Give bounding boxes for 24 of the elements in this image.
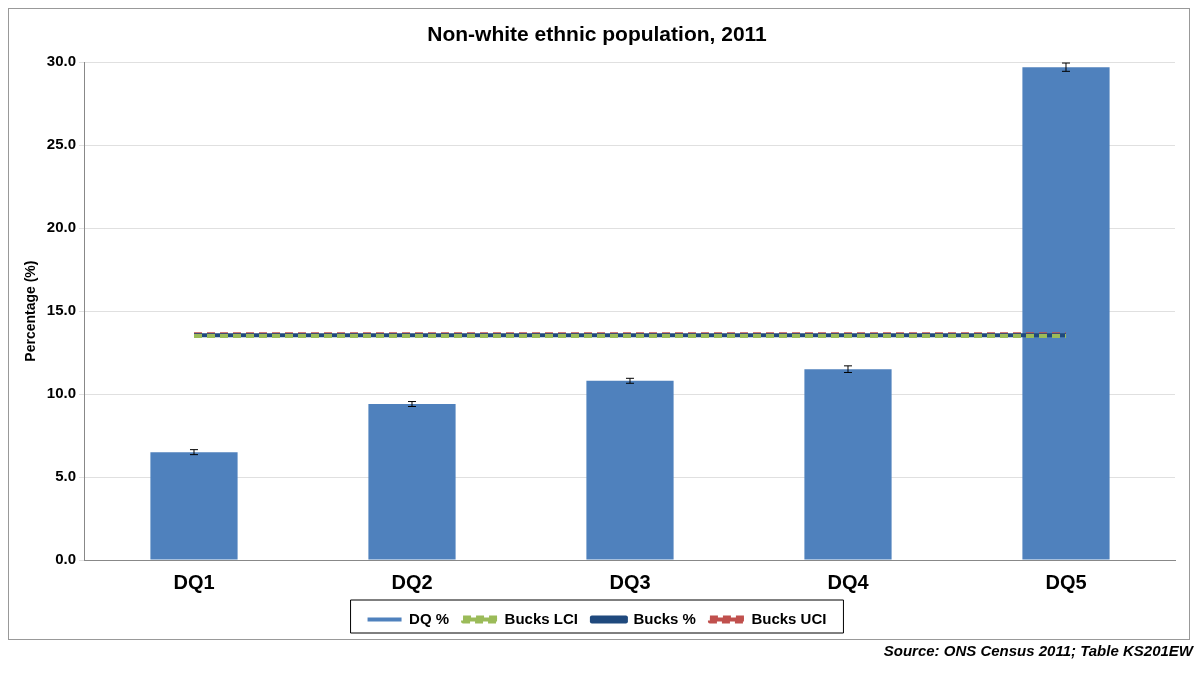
y-tick-label: 10.0 — [46, 384, 76, 402]
bar — [1022, 67, 1110, 560]
source-note: Source: ONS Census 2011; Table KS201EW — [882, 642, 1193, 659]
chart-title: Non-white ethnic population, 2011 — [427, 22, 768, 46]
y-tick-label: 5.0 — [55, 467, 76, 485]
x-tick-label: DQ5 — [1045, 570, 1087, 593]
x-tick-label: DQ2 — [391, 570, 433, 593]
bar — [368, 404, 456, 560]
legend-label: DQ % — [409, 609, 450, 627]
legend-label: Bucks % — [633, 609, 696, 627]
y-tick-label: 20.0 — [46, 218, 76, 236]
y-axis-title: Percentage (%) — [22, 260, 39, 362]
y-tick-label: 30.0 — [46, 52, 76, 70]
x-tick-label: DQ3 — [609, 570, 651, 593]
y-tick-label: 0.0 — [55, 550, 76, 568]
bar — [804, 369, 892, 560]
y-tick-label: 15.0 — [46, 301, 76, 319]
x-tick-label: DQ1 — [173, 570, 215, 593]
legend-label: Bucks UCI — [751, 609, 827, 627]
y-tick-label: 25.0 — [46, 135, 76, 153]
bar — [150, 452, 238, 560]
x-tick-label: DQ4 — [827, 570, 870, 593]
legend-label: Bucks LCI — [504, 609, 578, 627]
bar — [586, 380, 674, 560]
